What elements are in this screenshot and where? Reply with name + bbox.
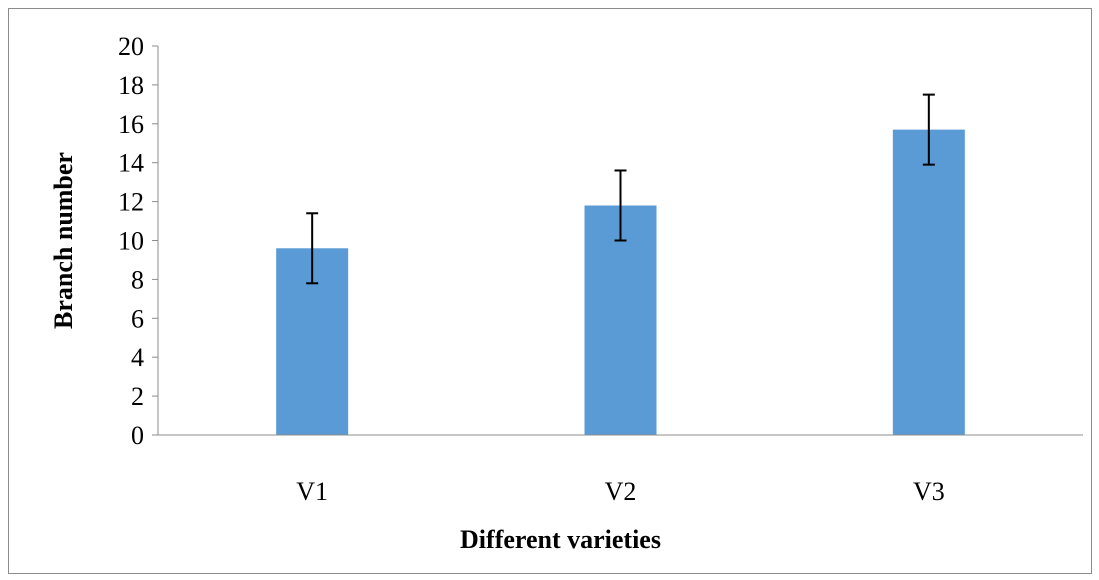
bar bbox=[892, 129, 965, 435]
y-tick-label: 16 bbox=[118, 110, 144, 139]
y-tick-label: 14 bbox=[118, 149, 144, 178]
y-tick-label: 2 bbox=[131, 382, 144, 411]
y-tick-label: 4 bbox=[131, 343, 144, 372]
y-tick-label: 0 bbox=[131, 421, 144, 450]
y-axis-ticks: 0 2 4 6 8 10 12 14 16 18 20 bbox=[118, 32, 158, 450]
x-tick-label: V2 bbox=[605, 477, 637, 506]
y-axis-title: Branch number bbox=[49, 152, 78, 329]
x-axis-ticks: V1 V2 V3 bbox=[296, 477, 944, 506]
x-tick-label: V1 bbox=[296, 477, 328, 506]
y-tick-label: 18 bbox=[118, 71, 144, 100]
bar bbox=[584, 205, 657, 435]
error-bars bbox=[306, 93, 935, 285]
y-tick-label: 10 bbox=[118, 227, 144, 256]
x-tick-label: V3 bbox=[913, 477, 945, 506]
y-tick-label: 20 bbox=[118, 32, 144, 61]
x-axis-title: Different varieties bbox=[460, 525, 661, 554]
y-tick-label: 12 bbox=[118, 188, 144, 217]
y-tick-label: 6 bbox=[131, 304, 144, 333]
y-tick-label: 8 bbox=[131, 265, 144, 294]
